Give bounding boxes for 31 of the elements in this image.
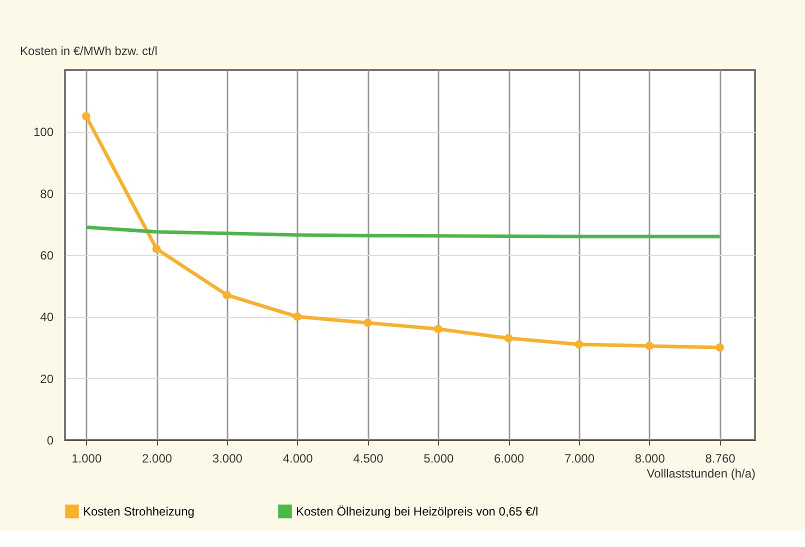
x-tick-label: 4.000	[282, 452, 314, 466]
y-tick-label: 0	[46, 434, 54, 448]
point	[574, 340, 584, 349]
x-tick-label: 7.000	[564, 452, 595, 466]
x-tick-label: 8.000	[634, 452, 666, 466]
x-tick-label: 1.000	[72, 452, 102, 466]
x-tick-label: 5.000	[424, 452, 454, 466]
point	[222, 290, 232, 300]
point	[152, 244, 161, 254]
x-axis-title: Volllaststunden (h/a)	[646, 466, 756, 480]
point	[82, 112, 90, 120]
y-tick-label: 100	[33, 125, 54, 140]
y-tick-label: 60	[40, 248, 54, 262]
y-tick-label: 40	[40, 310, 54, 324]
x-tick-label: 8.760	[705, 452, 736, 466]
legend-label: Kosten Strohheizung	[83, 504, 194, 518]
y-tick-label: 20	[40, 372, 54, 386]
x-tick-label: 6.000	[494, 452, 524, 466]
y-axis-title: Kosten in €/MWh bzw. ct/l	[20, 44, 158, 58]
point	[716, 343, 724, 352]
x-tick-label: 3.000	[212, 452, 243, 466]
point	[364, 318, 372, 328]
x-tick-label: 4.500	[353, 452, 384, 466]
x-tick-label: 2.000	[142, 452, 172, 466]
point	[434, 324, 442, 334]
line-series	[84, 226, 722, 238]
point	[645, 342, 654, 350]
y-tick-label: 80	[40, 186, 54, 201]
point	[504, 334, 513, 342]
point	[293, 312, 302, 321]
legend-label: Kosten Ölheizung bei Heizölpreis von 0,65 €/l	[296, 504, 538, 518]
